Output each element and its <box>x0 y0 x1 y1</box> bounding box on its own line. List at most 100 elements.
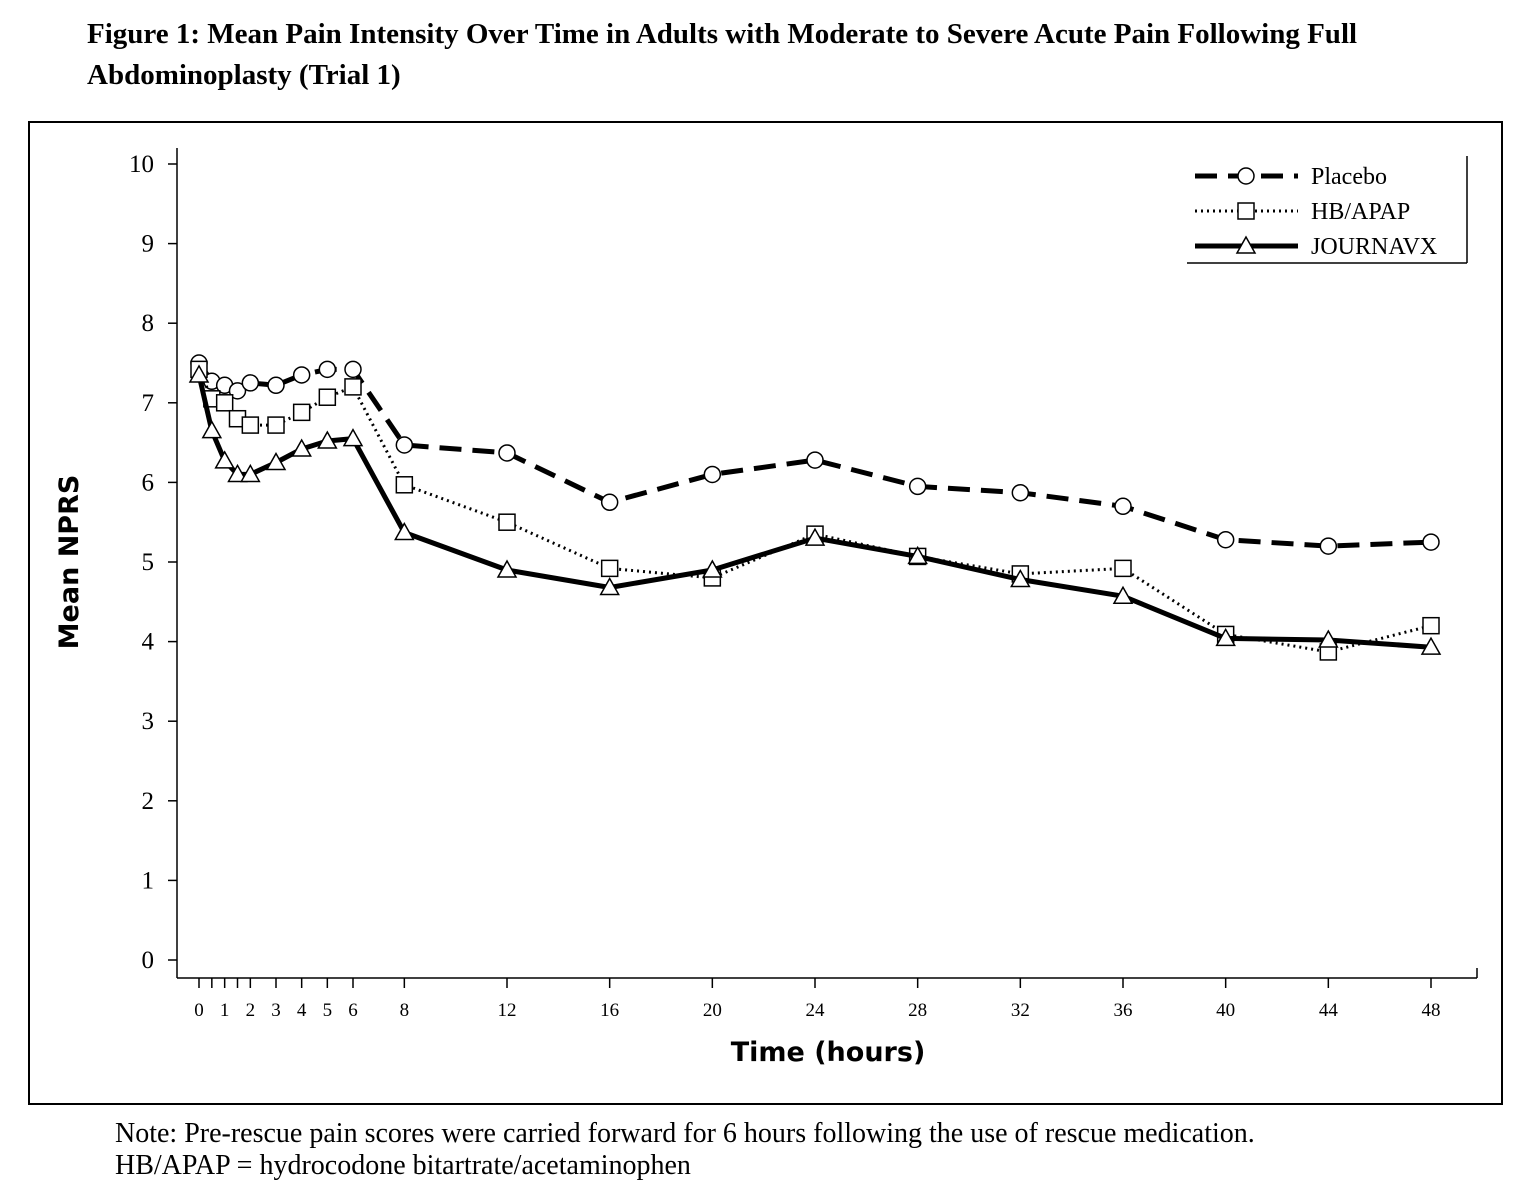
data-point-circle <box>267 376 285 395</box>
data-point-triangle <box>599 576 620 596</box>
data-point-triangle <box>201 420 223 439</box>
legend-label: HB/APAP <box>1311 199 1410 225</box>
data-point-triangle <box>1318 629 1339 648</box>
data-point-circle <box>1114 497 1132 516</box>
data-point-triangle <box>342 428 364 447</box>
x-tick-label: 4 <box>297 1000 307 1021</box>
data-point-triangle <box>907 545 928 565</box>
note-line-1: Note: Pre-rescue pain scores were carrie… <box>115 1118 1255 1149</box>
y-tick-label: 7 <box>142 390 155 417</box>
data-point-circle <box>703 465 722 484</box>
data-point-circle <box>498 444 516 462</box>
data-point-circle <box>806 451 824 469</box>
y-tick-label: 9 <box>142 231 155 258</box>
legend-marker-triangle <box>1235 235 1257 254</box>
legend-label: Placebo <box>1311 164 1387 190</box>
figure-title: Figure 1: Mean Pain Intensity Over Time … <box>87 18 1358 91</box>
y-axis-title: Mean NPRS <box>54 475 85 650</box>
data-point-circle <box>241 374 260 392</box>
y-tick-label: 1 <box>142 867 155 894</box>
data-point-triangle <box>702 559 723 578</box>
legend-item: HB/APAP <box>1195 199 1410 225</box>
y-tick-label: 4 <box>142 629 155 656</box>
note-line-2: HB/APAP = hydrocodone bitartrate/acetami… <box>115 1150 691 1181</box>
x-tick-label: 40 <box>1216 1000 1235 1021</box>
data-point-circle <box>292 366 311 384</box>
data-point-triangle <box>291 438 312 457</box>
data-point-triangle <box>227 463 248 483</box>
y-tick-label: 3 <box>142 708 155 735</box>
x-tick-label: 12 <box>498 1000 517 1021</box>
x-tick-label: 36 <box>1114 1000 1133 1021</box>
data-point-triangle <box>1215 627 1236 647</box>
x-tick-label: 44 <box>1319 1000 1339 1021</box>
y-tick-label: 10 <box>129 151 154 178</box>
data-point-square <box>267 416 285 434</box>
chart-series <box>188 354 1442 661</box>
data-point-square <box>292 403 311 422</box>
legend-label: JOURNAVX <box>1311 234 1437 260</box>
x-tick-label: 2 <box>246 1000 256 1021</box>
legend-item: JOURNAVX <box>1195 234 1437 260</box>
x-tick-label: 0 <box>194 1000 204 1021</box>
data-point-square <box>498 513 516 531</box>
data-point-triangle <box>496 559 518 578</box>
data-point-triangle <box>1010 568 1031 588</box>
data-point-triangle <box>317 430 338 449</box>
y-tick-label: 0 <box>142 947 155 974</box>
data-point-square <box>344 378 362 396</box>
figure-note: Note: Pre-rescue pain scores were carrie… <box>115 1118 1515 1182</box>
y-tick-label: 8 <box>142 310 155 337</box>
y-tick-label: 2 <box>142 788 155 815</box>
x-tick-label: 6 <box>348 1000 358 1021</box>
data-point-square <box>215 394 234 412</box>
data-point-circle <box>1216 530 1235 549</box>
x-tick-label: 48 <box>1422 1000 1441 1021</box>
data-point-triangle <box>265 451 287 471</box>
data-point-circle <box>228 382 247 400</box>
data-point-triangle <box>1112 585 1134 604</box>
y-tick-label: 6 <box>142 469 155 496</box>
data-point-circle <box>344 360 362 379</box>
x-tick-label: 5 <box>323 1000 333 1021</box>
data-point-circle <box>1319 537 1338 555</box>
data-point-square <box>395 476 414 494</box>
data-point-square <box>318 388 337 406</box>
legend-marker-circle <box>1237 167 1255 185</box>
x-tick-label: 3 <box>271 1000 281 1021</box>
legend-item: Placebo <box>1195 164 1387 190</box>
series-hb-apap <box>190 360 1440 661</box>
x-tick-label: 24 <box>806 1000 826 1021</box>
figure-frame <box>28 121 1503 1105</box>
y-tick-label: 5 <box>142 549 155 576</box>
data-point-circle <box>908 477 927 496</box>
series-placebo <box>190 354 1440 555</box>
data-point-triangle <box>394 522 415 541</box>
data-point-circle <box>1011 483 1030 502</box>
data-point-square <box>1114 559 1132 578</box>
data-point-triangle <box>1420 636 1442 655</box>
data-point-triangle <box>188 364 210 383</box>
data-point-triangle <box>804 527 826 546</box>
data-point-square <box>1422 616 1440 635</box>
data-point-circle <box>600 493 619 512</box>
data-point-square <box>241 416 260 434</box>
data-point-square <box>600 559 619 578</box>
legend-marker-square <box>1237 202 1255 220</box>
data-point-triangle <box>214 450 235 469</box>
x-tick-label: 16 <box>600 1000 619 1021</box>
data-point-circle <box>318 360 337 379</box>
series-line <box>196 374 1432 650</box>
series-line <box>197 368 1432 654</box>
data-point-circle <box>395 436 414 454</box>
x-tick-label: 28 <box>908 1000 927 1021</box>
x-axis-title: Time (hours) <box>731 1037 926 1068</box>
x-tick-label: 32 <box>1011 1000 1030 1021</box>
x-tick-label: 8 <box>400 1000 410 1021</box>
x-tick-label: 20 <box>703 1000 722 1021</box>
series-journavx <box>188 364 1442 655</box>
chart-legend: Placebo HB/APAP JOURNAVX <box>1187 156 1468 264</box>
data-point-circle <box>1422 533 1440 551</box>
